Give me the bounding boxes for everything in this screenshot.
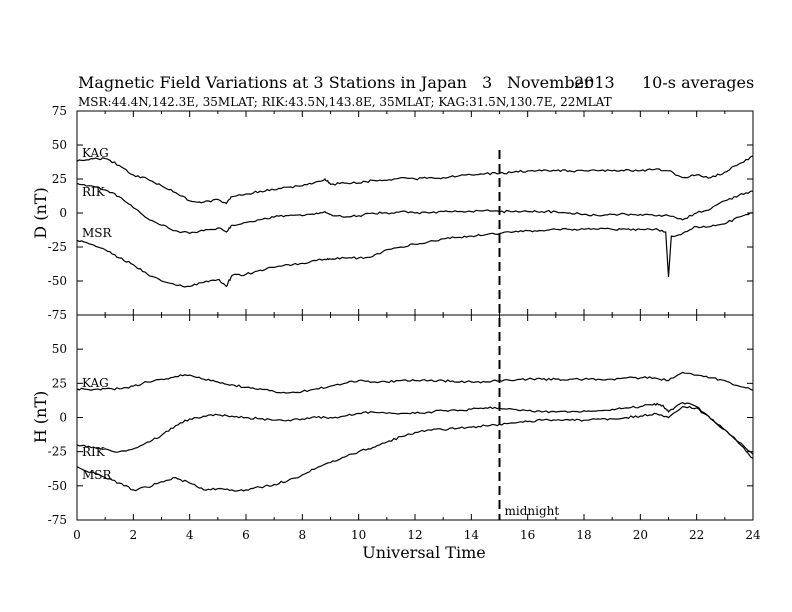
x-tick-label: 18 xyxy=(576,528,591,542)
x-tick-label: 20 xyxy=(633,528,648,542)
series-d-msr xyxy=(76,212,754,288)
midnight-label: midnight xyxy=(505,504,560,518)
panel-d-ytick-label: -75 xyxy=(48,308,67,322)
series-label-h-msr: MSR xyxy=(82,468,113,482)
x-axis-label: Universal Time xyxy=(362,543,485,562)
panel-d-ytick-label: 25 xyxy=(52,172,67,186)
x-tick-label: 22 xyxy=(689,528,704,542)
x-tick-label: 16 xyxy=(520,528,535,542)
series-h-kag xyxy=(76,371,754,394)
panel-d-ytick-label: 75 xyxy=(52,104,67,118)
averaging-label: 10-s averages xyxy=(642,73,754,92)
series-d-rik xyxy=(76,182,753,235)
panel-d-ytick-label: 0 xyxy=(59,206,67,220)
panel-d-ylabel: D (nT) xyxy=(31,187,50,238)
panel-d-ytick-label: -50 xyxy=(48,274,67,288)
chart-title: Magnetic Field Variations at 3 Stations … xyxy=(78,73,467,92)
x-tick-label: 0 xyxy=(73,528,81,542)
stations-info: MSR:44.4N,142.3E, 35MLAT; RIK:43.5N,143.… xyxy=(78,95,612,109)
panel-d-ytick-label: -25 xyxy=(48,240,67,254)
x-tick-label: 10 xyxy=(351,528,366,542)
panel-h-ylabel: H (nT) xyxy=(31,391,50,444)
x-tick-label: 14 xyxy=(464,528,480,542)
x-tick-label: 2 xyxy=(130,528,138,542)
panel-h-ytick-label: -25 xyxy=(48,445,67,459)
date-day: 3 xyxy=(482,73,492,92)
panel-h-frame xyxy=(76,314,754,521)
x-tick-label: 12 xyxy=(407,528,422,542)
series-d-kag xyxy=(76,155,754,205)
date-year: 2013 xyxy=(574,73,615,92)
x-tick-label: 6 xyxy=(242,528,250,542)
panel-h-ytick-label: 25 xyxy=(52,376,67,390)
series-label-h-kag: KAG xyxy=(82,376,109,390)
series-h-msr xyxy=(76,405,754,492)
panel-h-ytick-label: 0 xyxy=(59,411,67,425)
x-tick-label: 4 xyxy=(186,528,194,542)
date-month: November xyxy=(507,73,592,92)
panel-h-ytick-label: 50 xyxy=(52,342,67,356)
series-label-d-kag: KAG xyxy=(82,146,109,160)
panel-d-ytick-label: 50 xyxy=(52,138,67,152)
panel-h-ytick-label: -50 xyxy=(48,479,67,493)
x-tick-label: 8 xyxy=(299,528,307,542)
x-tick-label: 24 xyxy=(745,528,761,542)
series-label-d-msr: MSR xyxy=(82,226,113,240)
panel-h-ytick-label: -75 xyxy=(48,513,67,527)
series-h-rik xyxy=(76,401,754,455)
